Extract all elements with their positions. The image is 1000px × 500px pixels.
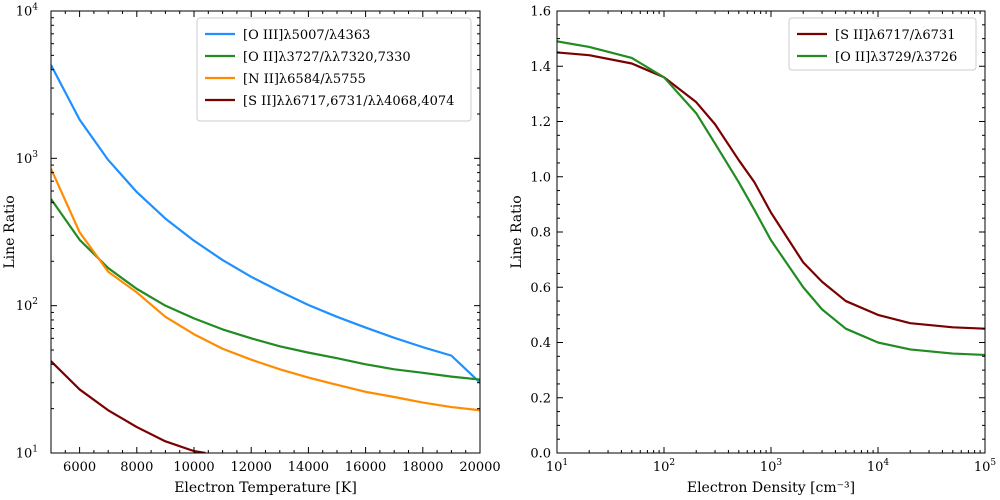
y-tick-exponent: 2 [32, 297, 38, 307]
plot-frame [556, 10, 986, 454]
x-tick-label: 102 [653, 458, 675, 475]
legend-entry: [S II]λ6717/λ6731 [835, 28, 955, 43]
y-tick-label: 0.4 [530, 336, 551, 351]
y-tick-label: 1.0 [530, 170, 551, 185]
y-axis-label: Line Ratio [509, 195, 525, 268]
legend: [O III]λ5007/λ4363 [O II]λ3727/λλ7320,733… [196, 17, 472, 122]
x-axis-label: Electron Temperature [K] [174, 480, 357, 496]
x-tick-label: 10000 [173, 460, 214, 475]
x-tick-label: 104 [867, 458, 890, 475]
y-tick-label: 0.8 [530, 226, 551, 241]
series-line-0-0 [51, 64, 480, 384]
x-tick-exponent: 2 [669, 458, 675, 468]
series-line-1-0 [557, 51, 985, 330]
temperature-panel: 6000 8000 10000 12000 14000 16000 18000 20000 10… [2, 3, 501, 497]
x-tick-exponent: 1 [562, 458, 568, 468]
x-tick-label: 6000 [63, 460, 96, 475]
x-tick-label: 12000 [231, 460, 272, 475]
x-tick-label: 18000 [402, 460, 443, 475]
series-line-0-2 [51, 168, 480, 412]
legend-entry: [O II]λ3729/λ3726 [835, 50, 957, 65]
y-tick-label: 1.4 [530, 60, 551, 75]
x-tick-label: 8000 [120, 460, 153, 475]
y-tick-exponent: 4 [32, 3, 38, 13]
legend-box [788, 17, 977, 71]
y-tick-label: 0.2 [530, 391, 551, 406]
y-tick-label: 1.2 [530, 115, 551, 130]
x-tick-label: 20000 [459, 460, 500, 475]
y-tick-exponent: 1 [32, 445, 38, 455]
series-line-0-3 [51, 360, 206, 453]
x-tick-label: 105 [974, 458, 997, 475]
x-tick-exponent: 5 [990, 458, 996, 468]
x-tick-label: 16000 [345, 460, 386, 475]
y-tick-label: 1.6 [530, 5, 551, 20]
y-tick-label: 101 [16, 445, 38, 462]
legend-entry: [S II]λλ6717,6731/λλ4068,4074 [243, 94, 454, 109]
density-panel: 101 102 103 104 1050.00.20.40.60.81.01.21.41… [509, 5, 996, 497]
y-tick-label: 0.6 [530, 281, 551, 296]
x-axis-label: Electron Density [cm⁻³] [687, 480, 855, 496]
y-axis-label: Line Ratio [2, 195, 18, 268]
y-tick-label: 0.0 [530, 447, 551, 462]
y-tick-exponent: 3 [32, 150, 38, 160]
legend: [S II]λ6717/λ6731 [O II]λ3729/λ3726 [788, 17, 977, 71]
series-line-1-1 [557, 40, 985, 357]
y-tick-label: 104 [16, 3, 39, 20]
legend-entry: [O II]λ3727/λλ7320,7330 [243, 50, 411, 65]
x-tick-label: 14000 [288, 460, 329, 475]
x-tick-label: 103 [760, 458, 783, 475]
legend-box [196, 17, 472, 122]
legend-entry: [N II]λ6584/λ5755 [243, 72, 366, 87]
series-line-0-1 [51, 198, 480, 381]
legend-entry: [O III]λ5007/λ4363 [243, 28, 370, 43]
x-tick-exponent: 3 [776, 458, 782, 468]
x-tick-exponent: 4 [883, 458, 889, 468]
y-tick-label: 102 [16, 297, 38, 314]
y-tick-label: 103 [16, 150, 39, 167]
